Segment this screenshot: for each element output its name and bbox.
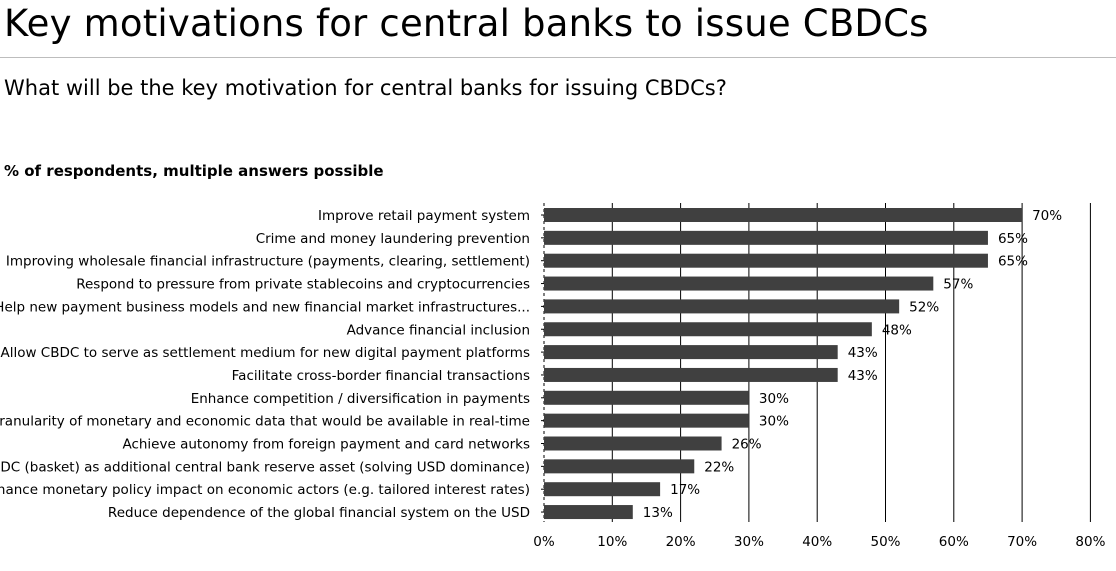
title-divider — [0, 57, 1116, 58]
data-label: 70% — [1032, 208, 1062, 224]
category-label: Enhance monetary policy impact on econom… — [0, 482, 530, 498]
bar — [544, 505, 633, 520]
category-label: CBDC (basket) as additional central bank… — [0, 459, 530, 475]
data-label: 48% — [882, 322, 912, 338]
data-label: 43% — [848, 345, 878, 361]
category-label: Help new payment business models and new… — [0, 299, 530, 315]
data-label: 30% — [759, 391, 789, 407]
data-label: 57% — [943, 277, 973, 293]
category-label: Achieve autonomy from foreign payment an… — [122, 437, 530, 453]
category-label: Reduce dependence of the global financia… — [108, 505, 530, 521]
x-tick-label: 60% — [939, 534, 969, 550]
bar — [544, 482, 661, 497]
bar — [544, 459, 695, 474]
x-tick-label: 0% — [533, 534, 555, 550]
category-label: Enhance competition / diversification in… — [191, 391, 530, 407]
bar — [544, 276, 934, 291]
chart-note: % of respondents, multiple answers possi… — [4, 162, 384, 180]
page-title: Key motivations for central banks to iss… — [4, 2, 929, 45]
x-tick-label: 40% — [802, 534, 832, 550]
data-label: 65% — [998, 231, 1028, 247]
page-subtitle: What will be the key motivation for cent… — [4, 76, 727, 100]
bar — [544, 413, 749, 428]
category-label: Improving wholesale financial infrastruc… — [6, 254, 530, 270]
x-tick-label: 20% — [666, 534, 696, 550]
category-label: Facilitate cross-border financial transa… — [232, 368, 530, 384]
bar — [544, 322, 872, 337]
x-tick-label: 50% — [870, 534, 900, 550]
data-label: 30% — [759, 414, 789, 430]
bar — [544, 390, 749, 405]
x-tick-label: 30% — [734, 534, 764, 550]
data-label: 52% — [909, 299, 939, 315]
bar — [544, 436, 722, 451]
data-label: 65% — [998, 254, 1028, 270]
data-label: 26% — [732, 437, 762, 453]
x-tick-label: 70% — [1007, 534, 1037, 550]
category-label: Crime and money laundering prevention — [256, 231, 530, 247]
category-label: Respond to pressure from private stablec… — [76, 277, 530, 293]
x-tick-label: 80% — [1075, 534, 1105, 550]
data-label: 17% — [670, 482, 700, 498]
bar — [544, 345, 838, 360]
category-label: Granularity of monetary and economic dat… — [0, 414, 530, 430]
category-label: Improve retail payment system — [318, 208, 530, 224]
bar — [544, 367, 838, 382]
bar — [544, 253, 988, 268]
data-label: 43% — [848, 368, 878, 384]
x-tick-label: 10% — [597, 534, 627, 550]
data-label: 13% — [643, 505, 673, 521]
data-label: 22% — [704, 459, 734, 475]
bar — [544, 230, 988, 245]
category-label: Advance financial inclusion — [347, 322, 530, 338]
bar — [544, 208, 1023, 222]
bar — [544, 299, 900, 314]
category-label: Allow CBDC to serve as settlement medium… — [0, 345, 530, 361]
